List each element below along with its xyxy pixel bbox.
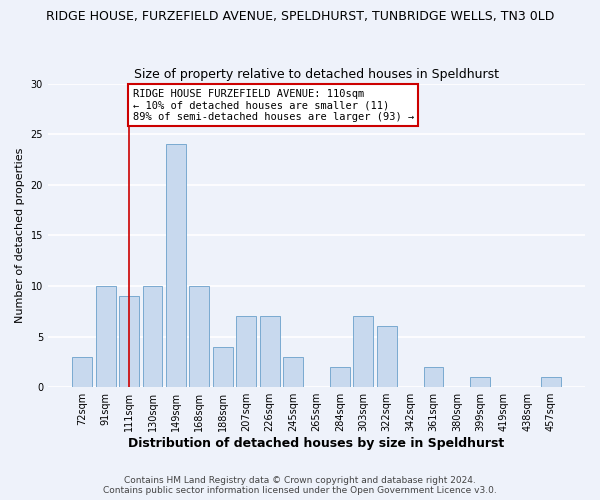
Bar (470, 377, 490, 387)
Bar (73, 357, 92, 387)
Bar (377, 326, 397, 387)
Bar (96, 286, 116, 387)
Bar (283, 357, 303, 387)
Bar (213, 346, 233, 387)
Y-axis label: Number of detached properties: Number of detached properties (15, 148, 25, 323)
Text: RIDGE HOUSE FURZEFIELD AVENUE: 110sqm
← 10% of detached houses are smaller (11)
: RIDGE HOUSE FURZEFIELD AVENUE: 110sqm ← … (133, 88, 414, 122)
Bar (190, 286, 209, 387)
Bar (260, 316, 280, 387)
Bar (353, 316, 373, 387)
Text: Contains HM Land Registry data © Crown copyright and database right 2024.
Contai: Contains HM Land Registry data © Crown c… (103, 476, 497, 495)
Bar (541, 377, 560, 387)
Text: RIDGE HOUSE, FURZEFIELD AVENUE, SPELDHURST, TUNBRIDGE WELLS, TN3 0LD: RIDGE HOUSE, FURZEFIELD AVENUE, SPELDHUR… (46, 10, 554, 23)
Title: Size of property relative to detached houses in Speldhurst: Size of property relative to detached ho… (134, 68, 499, 81)
Bar (143, 286, 163, 387)
X-axis label: Distribution of detached houses by size in Speldhurst: Distribution of detached houses by size … (128, 437, 505, 450)
Bar (166, 144, 186, 387)
Bar (424, 367, 443, 387)
Bar (236, 316, 256, 387)
Bar (330, 367, 350, 387)
Bar (119, 296, 139, 387)
